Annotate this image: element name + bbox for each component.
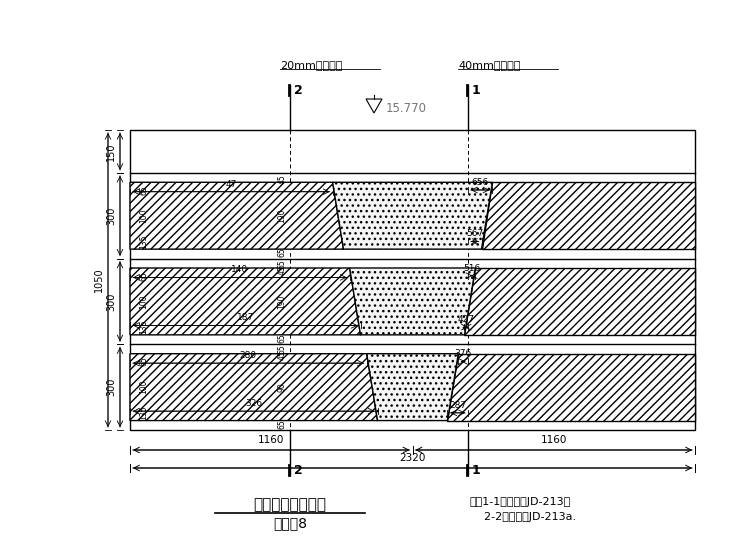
Text: 187: 187: [237, 314, 254, 323]
Polygon shape: [130, 268, 360, 335]
Text: 65: 65: [277, 333, 287, 343]
Text: 45: 45: [277, 265, 287, 274]
Text: 300: 300: [106, 292, 116, 311]
Text: 2: 2: [294, 463, 303, 476]
Text: 45: 45: [277, 174, 287, 184]
Polygon shape: [367, 354, 458, 420]
Text: 1050: 1050: [94, 268, 104, 292]
Text: 100: 100: [139, 294, 148, 309]
Text: 1160: 1160: [541, 435, 567, 445]
Text: 40mm厚花岗岩: 40mm厚花岗岩: [458, 60, 521, 70]
Text: 100: 100: [139, 209, 148, 223]
Polygon shape: [464, 268, 695, 335]
Text: 65: 65: [277, 248, 287, 258]
Text: 300: 300: [106, 206, 116, 225]
Polygon shape: [350, 268, 476, 335]
Polygon shape: [130, 182, 344, 249]
Text: 516: 516: [463, 264, 480, 273]
Text: 65: 65: [277, 259, 287, 268]
Polygon shape: [482, 182, 695, 249]
Text: 280: 280: [240, 351, 257, 360]
Text: 47: 47: [225, 179, 237, 189]
Text: 90: 90: [277, 382, 287, 392]
Text: 2320: 2320: [399, 453, 425, 463]
Text: 65: 65: [277, 344, 287, 354]
Text: 135: 135: [139, 320, 148, 334]
Text: 1: 1: [472, 463, 481, 476]
Text: 567: 567: [466, 229, 483, 239]
Text: 65: 65: [139, 271, 148, 281]
Text: 45: 45: [277, 350, 287, 361]
Text: 135: 135: [139, 406, 148, 420]
Text: 1: 1: [472, 83, 481, 97]
Polygon shape: [333, 182, 492, 249]
Polygon shape: [130, 354, 377, 420]
Text: 1160: 1160: [258, 435, 285, 445]
Text: 数量：8: 数量：8: [273, 516, 307, 530]
Text: 100: 100: [139, 380, 148, 395]
Text: 65: 65: [139, 357, 148, 366]
Text: 65: 65: [139, 185, 148, 195]
Text: 190: 190: [277, 294, 287, 309]
Text: 2: 2: [294, 83, 303, 97]
Text: 2-2剖面详见JD-213a.: 2-2剖面详见JD-213a.: [470, 512, 576, 522]
Text: 656: 656: [472, 178, 489, 187]
Text: 287: 287: [449, 401, 467, 410]
Text: 15.770: 15.770: [386, 102, 427, 115]
Text: 427: 427: [458, 315, 475, 324]
Text: 300: 300: [106, 378, 116, 396]
Text: 150: 150: [106, 142, 116, 160]
Text: 326: 326: [245, 399, 262, 408]
Text: 石材造型大样图二: 石材造型大样图二: [253, 498, 327, 513]
Text: 65: 65: [277, 419, 287, 429]
Bar: [130, 130, 695, 430]
Text: 190: 190: [277, 209, 287, 223]
Text: 140: 140: [231, 266, 249, 274]
Text: 376: 376: [455, 349, 472, 358]
Text: 20mm厚花岗岩: 20mm厚花岗岩: [280, 60, 342, 70]
Text: 注：1-1剖面详见JD-213；: 注：1-1剖面详见JD-213；: [470, 497, 571, 507]
Polygon shape: [447, 354, 695, 420]
Text: 135: 135: [139, 234, 148, 249]
